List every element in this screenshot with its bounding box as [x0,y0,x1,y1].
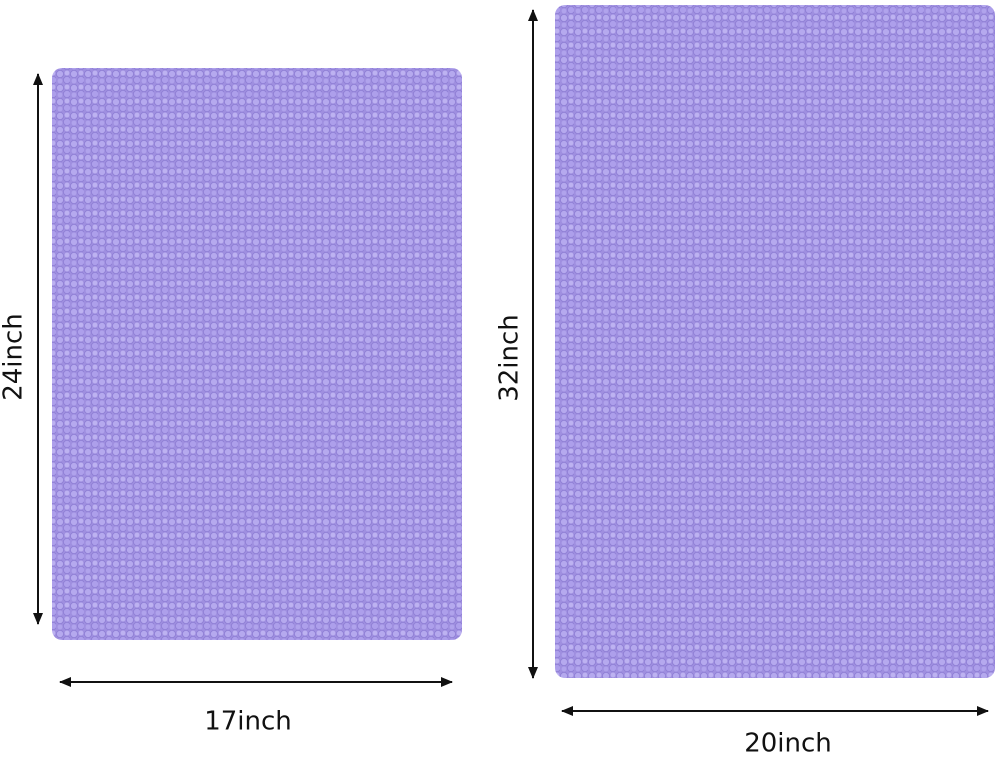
height-label: 24inch [0,313,29,401]
rug-large [555,5,995,678]
width-label: 17inch [204,707,292,737]
width-label: 20inch [744,729,832,758]
rug-small [52,68,462,640]
height-label: 32inch [495,314,525,402]
